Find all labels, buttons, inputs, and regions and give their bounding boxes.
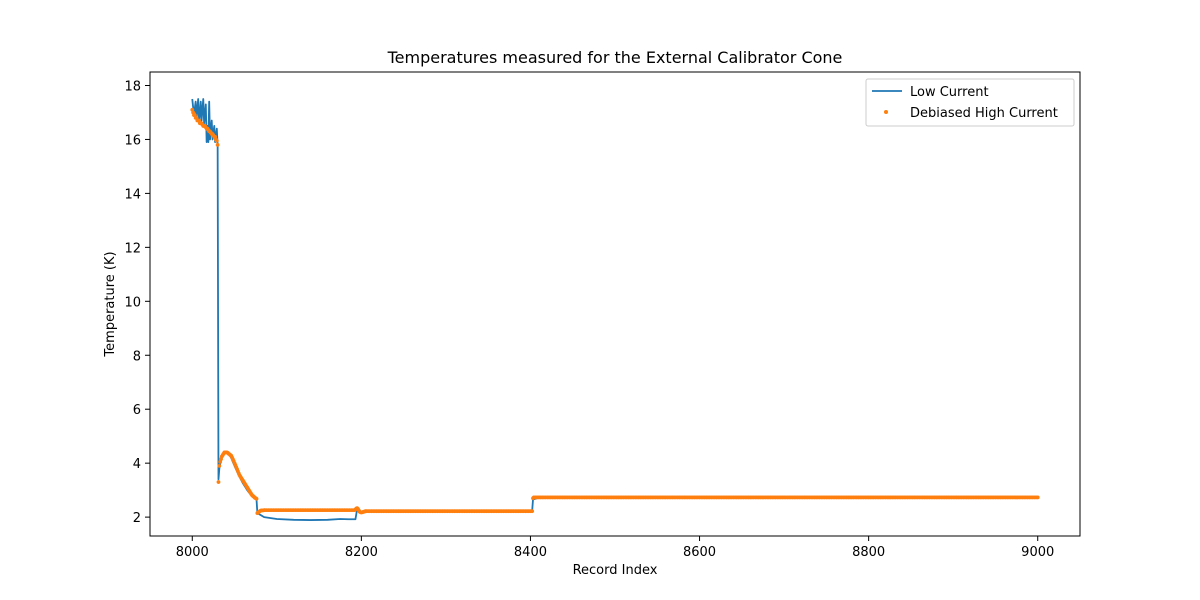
x-tick-label: 9000	[1021, 545, 1054, 560]
scatter-point	[217, 463, 222, 468]
y-tick-label: 12	[124, 241, 141, 256]
legend: Low Current Debiased High Current	[865, 78, 1075, 127]
plot-frame	[149, 71, 1081, 537]
scatter-point	[254, 496, 259, 501]
y-tick-label: 14	[124, 187, 141, 202]
scatter-point	[1035, 495, 1040, 500]
x-tick-label: 8800	[852, 545, 885, 560]
x-axis: 8000 8200 8400 8600 8800 9000	[176, 536, 1054, 560]
chart-title: Temperatures measured for the External C…	[387, 48, 843, 67]
legend-box	[865, 78, 1075, 127]
scatter-point	[214, 138, 219, 143]
y-tick-label: 10	[124, 295, 141, 310]
y-tick-label: 2	[133, 511, 141, 526]
y-tick-label: 16	[124, 133, 141, 148]
x-tick-label: 8400	[514, 545, 547, 560]
y-tick-label: 4	[133, 457, 141, 472]
x-axis-label: Record Index	[573, 563, 658, 578]
y-tick-label: 8	[133, 349, 141, 364]
legend-dot-swatch	[884, 110, 888, 114]
x-tick-label: 8200	[345, 545, 378, 560]
plot-area	[190, 98, 1040, 521]
y-tick-label: 6	[133, 403, 141, 418]
legend-label-high-current: Debiased High Current	[910, 106, 1058, 121]
legend-label-low-current: Low Current	[910, 85, 989, 100]
x-tick-label: 8000	[176, 545, 209, 560]
scatter-point	[530, 509, 535, 514]
scatter-point	[216, 480, 221, 484]
y-axis: 2 4 6 8 10 12 14 16 18	[124, 79, 150, 526]
series-scatter-debiased-high-current	[190, 107, 1040, 515]
scatter-point	[215, 142, 220, 147]
y-axis-label: Temperature (K)	[103, 251, 118, 357]
scatter-point	[531, 496, 535, 501]
x-tick-label: 8600	[683, 545, 716, 560]
y-tick-label: 18	[124, 79, 141, 94]
scatter-point	[363, 509, 368, 514]
